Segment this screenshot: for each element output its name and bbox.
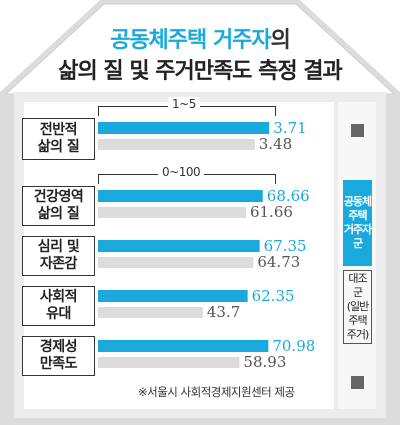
- bar-control-1-3: [98, 357, 240, 368]
- bar-community-1-0: [98, 190, 263, 202]
- value-label-community-1-3: 70.98: [272, 337, 315, 355]
- chart-title-line1: 공동체주택 거주자의: [0, 22, 400, 54]
- category-psychology: 심리 및 자존감: [22, 236, 95, 276]
- bar-community-1-1: [98, 240, 260, 252]
- bar-community-0-0: [98, 122, 270, 134]
- scale-label-0to100: 0~100: [158, 165, 205, 179]
- legend-gray: 대조군 (일반 주택 주거): [343, 270, 372, 344]
- value-label-community-1-1: 67.35: [264, 237, 307, 255]
- title-rest: 의: [270, 28, 291, 53]
- value-label-control-1-2: 43.7: [207, 303, 240, 321]
- title-highlight: 공동체주택 거주자: [110, 28, 272, 53]
- legend-blue: 공동체 주택 거주자 군: [343, 180, 372, 266]
- value-label-community-1-0: 68.66: [267, 187, 310, 205]
- value-label-control-1-1: 64.73: [257, 253, 300, 271]
- chart-title-line2: 삶의 질 및 주거만족도 측정 결과: [58, 59, 342, 84]
- category-overall-life: 전반적 삶의 질: [22, 118, 95, 160]
- legend-bottom-mark: [351, 376, 364, 389]
- value-label-control-1-0: 61.66: [250, 203, 293, 221]
- category-economic: 경제성 만족도: [22, 336, 95, 376]
- category-social: 사회적 유대: [22, 286, 95, 326]
- bar-control-1-1: [98, 257, 254, 268]
- scale-label-1to5: 1~5: [168, 97, 200, 111]
- category-health: 건강영역 삶의 질: [22, 186, 95, 226]
- bar-community-1-3: [98, 340, 269, 352]
- bar-control-0-0: [98, 139, 255, 150]
- bar-community-1-2: [98, 290, 248, 302]
- source-note: ※서울시 사회적경제지원센터 제공: [138, 385, 295, 399]
- value-label-control-0-0: 3.48: [259, 135, 292, 153]
- legend-top-mark: [351, 124, 364, 137]
- bar-control-1-2: [98, 307, 203, 318]
- bar-control-1-0: [98, 207, 246, 218]
- value-label-community-1-2: 62.35: [252, 287, 295, 305]
- value-label-control-1-3: 58.93: [243, 353, 286, 371]
- value-label-community-0-0: 3.71: [273, 119, 306, 137]
